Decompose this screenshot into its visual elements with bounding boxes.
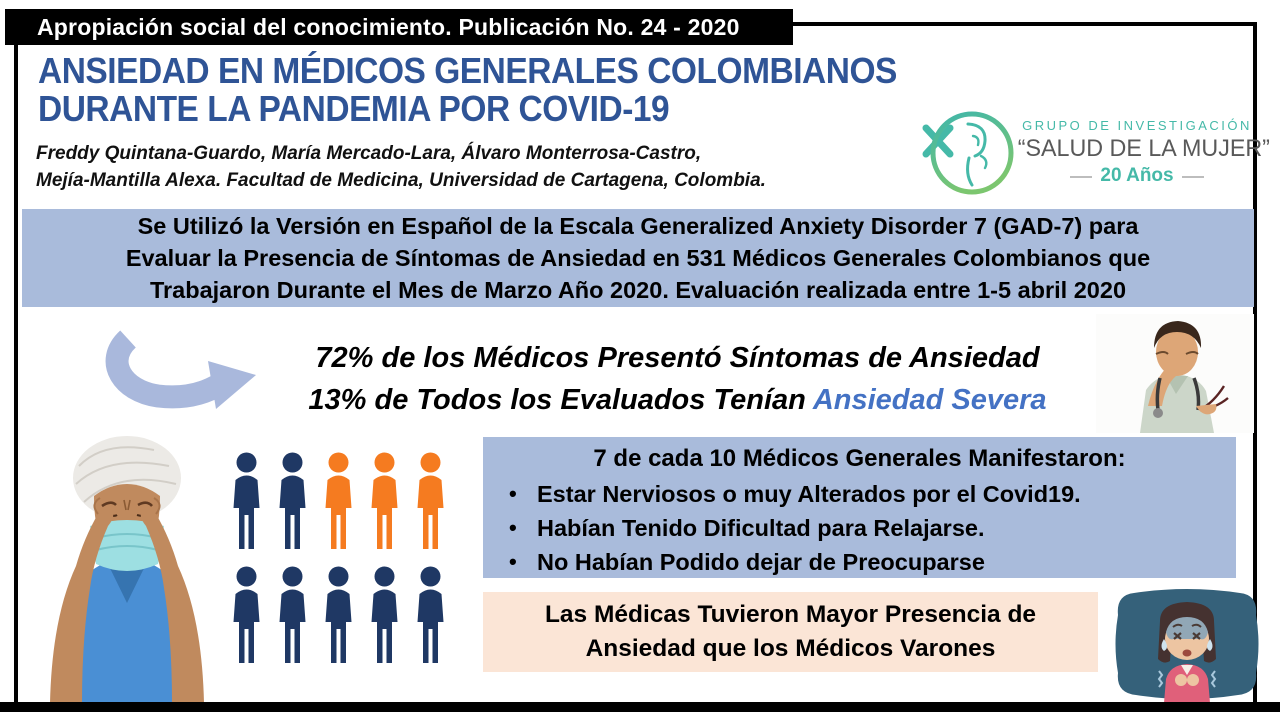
page-title-line1: ANSIEDAD EN MÉDICOS GENERALES COLOMBIANO…	[38, 50, 897, 91]
method-banner-line1: Se Utilizó la Versión en Español de la E…	[137, 213, 1139, 239]
dash-decoration	[1070, 175, 1093, 178]
symptom-item: Estar Nerviosos o muy Alterados por el C…	[503, 477, 1222, 511]
logo-group-label: GRUPO DE INVESTIGACIÓN	[1022, 117, 1252, 133]
person-icon	[274, 452, 311, 552]
method-banner: Se Utilizó la Versión en Español de la E…	[22, 209, 1254, 307]
symptoms-list: Estar Nerviosos o muy Alterados por el C…	[497, 477, 1222, 579]
dash-decoration	[1181, 175, 1204, 178]
authors-line1: Freddy Quintana-Guardo, María Mercado-La…	[36, 143, 702, 164]
bottom-border-bar	[0, 702, 1280, 712]
symptom-item: No Habían Podido dejar de Preocuparse	[503, 545, 1222, 579]
stressed-doctor-photo	[1096, 314, 1254, 433]
key-findings: 72% de los Médicos Presentó Síntomas de …	[250, 337, 1105, 421]
method-banner-line2: Evaluar la Presencia de Síntomas de Ansi…	[125, 245, 1151, 271]
anxious-woman-cartoon	[1112, 587, 1262, 703]
person-icon	[228, 566, 265, 666]
symptom-item: Habían Tenido Dificultad para Relajarse.	[503, 511, 1222, 545]
authors: Freddy Quintana-Guardo, María Mercado-La…	[36, 140, 766, 194]
page-title: ANSIEDAD EN MÉDICOS GENERALES COLOMBIANO…	[38, 52, 897, 128]
curved-right-arrow-icon	[100, 327, 260, 427]
person-icon	[320, 566, 357, 666]
page-title-line2: DURANTE LA PANDEMIA POR COVID-19	[38, 88, 670, 129]
logo-anniversary: 20 Años	[1014, 165, 1260, 187]
symptoms-heading: 7 de cada 10 Médicos Generales Manifesta…	[593, 445, 1126, 472]
method-banner-line3: Trabajaron Durante el Mes de Marzo Año 2…	[149, 277, 1127, 303]
logo-text: GRUPO DE INVESTIGACIÓN “SALUD DE LA MUJE…	[1014, 117, 1270, 188]
gender-finding-box: Las Médicas Tuvieron Mayor Presencia de …	[483, 592, 1098, 672]
gender-finding-line2: Ansiedad que los Médicos Varones	[585, 635, 996, 662]
publication-bar: Apropiación social del conocimiento. Pub…	[5, 9, 793, 45]
woman-silhouette-circle-logo-icon	[918, 98, 1014, 209]
severe-anxiety-highlight: Ansiedad Severa	[812, 384, 1047, 416]
person-icon	[412, 452, 449, 552]
person-icon	[366, 566, 403, 666]
person-icon	[274, 566, 311, 666]
key-finding-line1: 72% de los Médicos Presentó Síntomas de …	[315, 342, 1040, 374]
person-icon	[366, 452, 403, 552]
person-icon	[228, 452, 265, 552]
person-icon	[412, 566, 449, 666]
authors-line2: Mejía-Mantilla Alexa. Facultad de Medici…	[36, 170, 766, 191]
gender-finding-line1: Las Médicas Tuvieron Mayor Presencia de	[544, 601, 1037, 628]
symptoms-box: 7 de cada 10 Médicos Generales Manifesta…	[483, 437, 1236, 579]
stressed-nurse-photo	[24, 418, 230, 703]
publication-bar-text: Apropiación social del conocimiento. Pub…	[37, 13, 740, 40]
research-group-logo: GRUPO DE INVESTIGACIÓN “SALUD DE LA MUJE…	[918, 98, 1270, 209]
key-finding-line2: 13% de Todos los Evaluados Tenían Ansied…	[308, 384, 1047, 416]
pictogram	[228, 452, 458, 680]
logo-group-name: “SALUD DE LA MUJER”	[1017, 135, 1270, 162]
person-icon	[320, 452, 357, 552]
